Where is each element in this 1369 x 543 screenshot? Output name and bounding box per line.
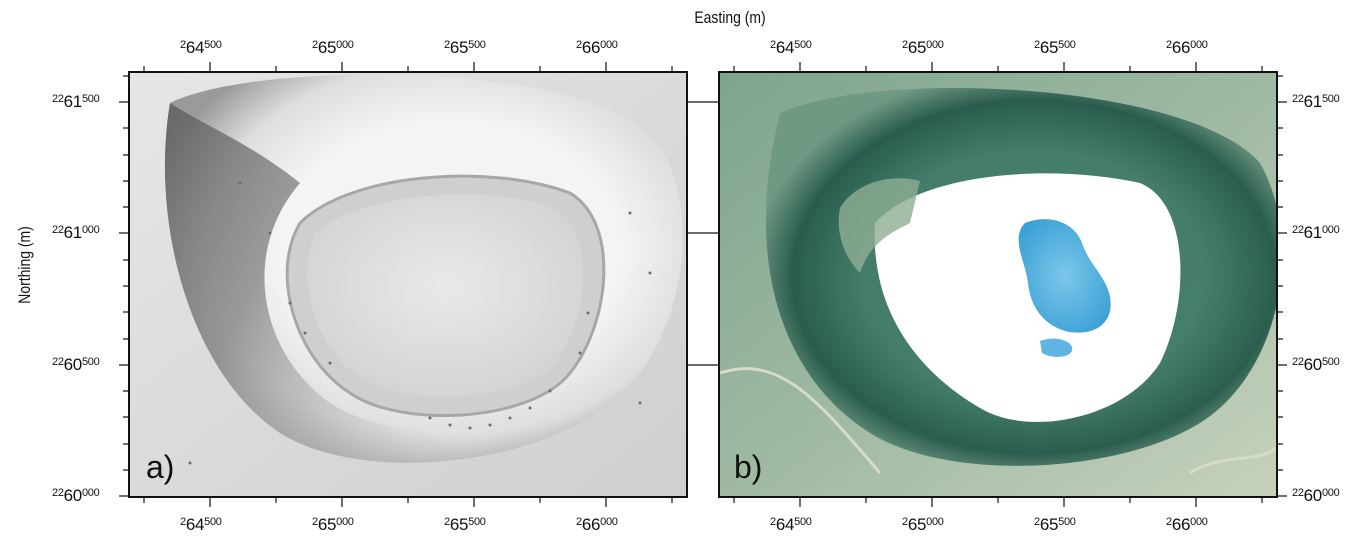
easting-tick-label: 265500 <box>1034 39 1076 56</box>
northing-tick-label: 2260000 <box>52 487 99 504</box>
easting-tick-label: 266000 <box>576 516 618 533</box>
easting-tick-label: 265500 <box>1034 516 1076 533</box>
easting-tick-label: 265000 <box>902 39 944 56</box>
easting-tick-label: 265000 <box>902 516 944 533</box>
easting-tick-label: 264500 <box>180 516 222 533</box>
easting-tick-label: 265500 <box>444 39 486 56</box>
northing-tick-label: 2261500 <box>1292 93 1339 110</box>
easting-tick-label: 266000 <box>1166 516 1208 533</box>
easting-tick-label: 266000 <box>1166 39 1208 56</box>
easting-tick-label: 264500 <box>770 516 812 533</box>
easting-tick-label: 265000 <box>312 39 354 56</box>
easting-tick-label: 265000 <box>312 516 354 533</box>
easting-tick-label: 265500 <box>444 516 486 533</box>
easting-tick-label: 264500 <box>770 39 812 56</box>
easting-tick-label: 266000 <box>576 39 618 56</box>
easting-tick-label: 264500 <box>180 39 222 56</box>
northing-tick-label: 2261500 <box>52 93 99 110</box>
northing-tick-label: 2260000 <box>1292 487 1339 504</box>
northing-tick-label: 2261000 <box>1292 224 1339 241</box>
northing-tick-label: 2260500 <box>1292 356 1339 373</box>
northing-tick-label: 2261000 <box>52 224 99 241</box>
northing-tick-label: 2260500 <box>52 356 99 373</box>
